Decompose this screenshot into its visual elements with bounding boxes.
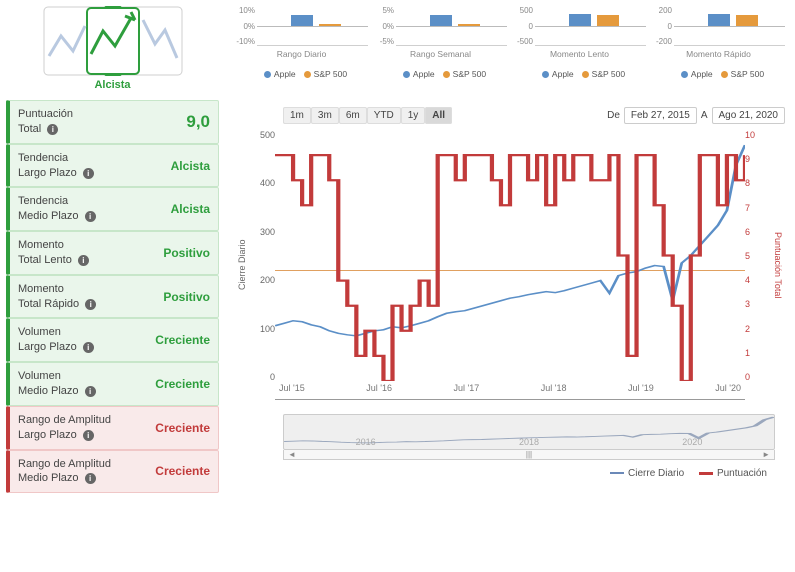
info-icon[interactable]: i [85, 386, 96, 397]
mini-legend-sp500: S&P 500 [592, 69, 625, 79]
range-3m[interactable]: 3m [311, 107, 339, 124]
card-line2: Total Lento [18, 254, 72, 266]
y-right-label: Puntuación Total [771, 130, 785, 400]
info-icon[interactable]: i [78, 255, 89, 266]
mini-legend-apple: Apple [274, 69, 296, 79]
mini-legend-apple: Apple [691, 69, 713, 79]
card-line1: Tendencia [18, 152, 68, 164]
card-line2: Largo Plazo [18, 167, 77, 179]
main-chart: Cierre Diario 5004003002001000 Jul '15Ju… [235, 130, 785, 400]
info-icon[interactable]: i [83, 342, 94, 353]
legend-cierre: Cierre Diario [628, 468, 684, 479]
mini-chart: 5000-500Momento LentoAppleS&P 500 [513, 6, 646, 79]
card-line1: Rango de Amplitud [18, 458, 111, 470]
card-value: 9,0 [186, 112, 210, 132]
metric-card: Tendencia Largo Plazo i Alcista [6, 144, 219, 188]
mini-title: Momento Rápido [652, 49, 785, 59]
card-value: Positivo [163, 290, 210, 304]
metric-card: Rango de Amplitud Largo Plazo i Creciente [6, 406, 219, 450]
mini-title: Rango Semanal [374, 49, 507, 59]
date-from-label: De [607, 110, 620, 121]
mini-title: Momento Lento [513, 49, 646, 59]
info-icon[interactable]: i [85, 299, 96, 310]
mini-chart: 2000-200Momento RápidoAppleS&P 500 [652, 6, 785, 79]
date-to-label: A [701, 110, 708, 121]
date-from-input[interactable]: Feb 27, 2015 [624, 107, 697, 124]
trend-hero-icon [43, 6, 183, 76]
card-value: Creciente [155, 333, 210, 347]
info-icon[interactable]: i [83, 430, 94, 441]
mini-legend-apple: Apple [413, 69, 435, 79]
card-value: Alcista [171, 159, 210, 173]
metric-card: Momento Total Rápido i Positivo [6, 275, 219, 319]
date-to-input[interactable]: Ago 21, 2020 [712, 107, 786, 124]
mini-title: Rango Diario [235, 49, 368, 59]
y-left-axis: 5004003002001000 [249, 130, 275, 400]
metric-card: Tendencia Medio Plazo i Alcista [6, 187, 219, 231]
plot-area[interactable]: Jul '15Jul '16Jul '17Jul '18Jul '19Jul '… [275, 130, 745, 400]
card-line1: Puntuación [18, 108, 73, 120]
main-panel: 10%0%-10%Rango DiarioAppleS&P 5005%0%-5%… [225, 0, 795, 572]
navigator[interactable]: 201620182020 ◄|||► [283, 414, 775, 460]
card-line1: Momento [18, 283, 64, 295]
card-value: Creciente [155, 377, 210, 391]
legend-puntuacion: Puntuación [717, 468, 767, 479]
sidebar: Alcista Puntuación Total i 9,0 Tendencia Lar… [0, 0, 225, 572]
card-line2: Medio Plazo [18, 210, 79, 222]
card-line2: Largo Plazo [18, 429, 77, 441]
metric-card: Rango de Amplitud Medio Plazo i Creciente [6, 450, 219, 494]
info-icon[interactable]: i [85, 473, 96, 484]
card-line1: Rango de Amplitud [18, 414, 111, 426]
card-line2: Largo Plazo [18, 341, 77, 353]
card-value: Alcista [171, 202, 210, 216]
range-6m[interactable]: 6m [339, 107, 367, 124]
main-legend: Cierre Diario Puntuación [235, 468, 767, 479]
mini-legend-sp500: S&P 500 [314, 69, 347, 79]
metric-card: Volumen Medio Plazo i Creciente [6, 362, 219, 406]
y-right-axis: 109876543210 [745, 130, 771, 400]
range-all[interactable]: All [425, 107, 452, 124]
card-line2: Medio Plazo [18, 472, 79, 484]
info-icon[interactable]: i [47, 124, 58, 135]
metric-card: Volumen Largo Plazo i Creciente [6, 318, 219, 362]
info-icon[interactable]: i [83, 168, 94, 179]
y-left-label: Cierre Diario [235, 130, 249, 400]
chart-toolbar: 1m3m6mYTD1yAll De Feb 27, 2015 A Ago 21,… [283, 107, 785, 124]
mini-legend-sp500: S&P 500 [453, 69, 486, 79]
range-1y[interactable]: 1y [401, 107, 426, 124]
metric-card: Puntuación Total i 9,0 [6, 100, 219, 144]
card-value: Creciente [155, 464, 210, 478]
mini-charts-row: 10%0%-10%Rango DiarioAppleS&P 5005%0%-5%… [235, 6, 785, 79]
range-1m[interactable]: 1m [283, 107, 311, 124]
card-value: Creciente [155, 421, 210, 435]
card-line1: Volumen [18, 370, 61, 382]
range-ytd[interactable]: YTD [367, 107, 401, 124]
metric-card: Momento Total Lento i Positivo [6, 231, 219, 275]
mini-chart: 5%0%-5%Rango SemanalAppleS&P 500 [374, 6, 507, 79]
card-value: Positivo [163, 246, 210, 260]
card-line2: Total [18, 123, 41, 135]
card-line1: Tendencia [18, 195, 68, 207]
mini-chart: 10%0%-10%Rango DiarioAppleS&P 500 [235, 6, 368, 79]
card-line2: Medio Plazo [18, 385, 79, 397]
mini-legend-sp500: S&P 500 [731, 69, 764, 79]
card-line1: Volumen [18, 326, 61, 338]
navigator-scrollbar[interactable]: ◄|||► [283, 450, 775, 460]
card-line2: Total Rápido [18, 298, 79, 310]
trend-hero-label: Alcista [6, 79, 219, 91]
card-line1: Momento [18, 239, 64, 251]
mini-legend-apple: Apple [552, 69, 574, 79]
info-icon[interactable]: i [85, 211, 96, 222]
